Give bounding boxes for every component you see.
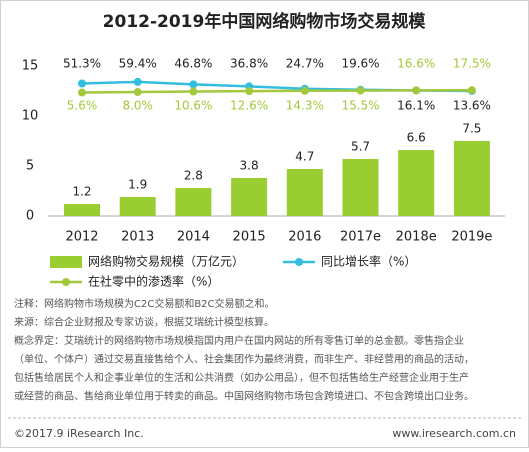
bar-value-label: 3.8 xyxy=(240,159,259,173)
legend-swatch xyxy=(295,258,303,266)
footer-right: www.iresearch.com.cn xyxy=(392,427,516,440)
line-value-label: 51.3% xyxy=(63,57,101,71)
x-tick-label: 2018e xyxy=(396,230,437,245)
bar xyxy=(64,204,100,216)
bar-value-label: 7.5 xyxy=(462,122,481,136)
line-value-label: 5.6% xyxy=(67,99,98,113)
note-line: （单位、个体户）通过交易直接售给个人、社会集团作为最终消费，而非生产、非经营用的… xyxy=(14,353,474,366)
bar xyxy=(119,197,156,216)
note-line: 概念界定：艾瑞统计的网络购物市场规模指国内用户在国内网站的所有零售订单的总金额。… xyxy=(14,334,464,347)
line xyxy=(81,88,472,94)
bar-value-label: 1.2 xyxy=(72,185,91,199)
line-value-label: 12.6% xyxy=(230,99,268,113)
legend-swatch xyxy=(50,256,82,268)
y-tick-label: 5 xyxy=(26,159,34,174)
line-value-label: 59.4% xyxy=(119,57,157,71)
bar-value-label: 4.7 xyxy=(295,150,314,164)
bar xyxy=(231,178,268,216)
line-value-label: 15.5% xyxy=(341,99,379,113)
line-point xyxy=(189,87,198,96)
note-line: 来源：综合企业财报及专家访谈，根据艾瑞统计模型核算。 xyxy=(14,316,274,329)
line-point xyxy=(245,87,254,96)
line-value-label: 17.5% xyxy=(453,57,491,71)
x-tick-label: 2019e xyxy=(451,230,492,245)
line-value-label: 24.7% xyxy=(286,57,324,71)
note-line: 注释：网络购物市场规模为C2C交易额和B2C交易额之和。 xyxy=(14,297,275,310)
bar xyxy=(453,141,490,216)
line-value-label: 46.8% xyxy=(174,57,212,71)
bar-value-label: 6.6 xyxy=(407,131,426,145)
x-tick-label: 2015 xyxy=(233,230,266,245)
bar xyxy=(342,159,379,216)
line-point xyxy=(78,88,86,97)
line-point xyxy=(133,77,142,86)
footer-left: ©2017.9 iResearch Inc. xyxy=(14,427,144,440)
x-tick-label: 2013 xyxy=(121,230,154,245)
line-point xyxy=(189,80,198,89)
note-line: 或经营的商品、售给商业单位用于转卖的商品。中国网络购物市场包含跨境进口、不包含跨… xyxy=(14,390,474,403)
x-tick-label: 2012 xyxy=(65,230,98,245)
line-point xyxy=(412,86,421,95)
x-tick-label: 2016 xyxy=(288,230,321,245)
bar xyxy=(286,169,323,216)
line-point xyxy=(133,88,142,97)
y-tick-label: 10 xyxy=(22,109,39,124)
legend-label: 网络购物交易规模（万亿元） xyxy=(88,254,244,269)
chart-title: 2012-2019年中国网络购物市场交易规模 xyxy=(103,11,427,32)
bar xyxy=(175,188,212,216)
line-value-label: 16.6% xyxy=(397,57,435,71)
line-value-label: 10.6% xyxy=(174,99,212,113)
line-value-label: 19.6% xyxy=(341,57,379,71)
y-tick-label: 15 xyxy=(22,59,39,74)
y-tick-label: 0 xyxy=(26,209,34,224)
bar-value-label: 1.9 xyxy=(128,178,147,192)
x-tick-label: 2014 xyxy=(177,230,210,245)
bar-value-label: 2.8 xyxy=(184,169,203,183)
line-value-label: 16.1% xyxy=(397,99,435,113)
line-point xyxy=(356,86,365,95)
line-value-label: 13.6% xyxy=(453,99,491,113)
bar xyxy=(398,150,435,216)
note-line: 包括售给居民个人和企事业单位的生活和公共消费（如办公用品），但不包括售给生产经营… xyxy=(14,371,469,384)
legend-swatch xyxy=(62,278,70,286)
x-tick-label: 2017e xyxy=(340,230,381,245)
legend-label: 同比增长率（%） xyxy=(321,254,416,269)
legend-label: 在社零中的渗透率（%） xyxy=(88,274,219,289)
line-value-label: 14.3% xyxy=(286,99,324,113)
line-point xyxy=(300,86,309,95)
line-point xyxy=(78,79,86,88)
line-point xyxy=(467,86,476,95)
bar-value-label: 5.7 xyxy=(351,140,370,154)
line-value-label: 8.0% xyxy=(122,99,153,113)
line-value-label: 36.8% xyxy=(230,57,268,71)
